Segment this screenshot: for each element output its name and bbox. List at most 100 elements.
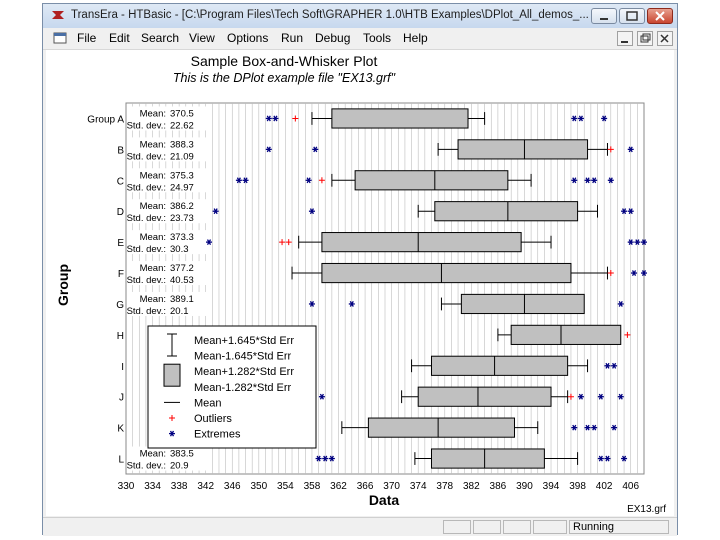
x-tick-label: 374 xyxy=(410,481,427,492)
minimize-icon xyxy=(600,18,608,20)
std-value: 20.1 xyxy=(170,306,189,317)
title-bar[interactable]: TransEra - HTBasic - [C:\Program Files\T… xyxy=(43,4,677,29)
x-tick-label: 334 xyxy=(144,481,161,492)
minimize-button[interactable] xyxy=(591,8,617,24)
box-whisker-chart: Sample Box-and-Whisker Plot This is the … xyxy=(55,53,666,515)
document-icon[interactable] xyxy=(53,32,67,44)
group-label: K xyxy=(117,424,124,435)
menu-file[interactable]: File xyxy=(77,31,97,45)
x-tick-label: 346 xyxy=(224,481,241,492)
x-tick-label: 350 xyxy=(250,481,267,492)
mean-value: 377.2 xyxy=(170,263,194,274)
chart-title: Sample Box-and-Whisker Plot xyxy=(191,53,378,69)
mean-label: Mean: xyxy=(140,263,166,274)
extreme-marker xyxy=(617,393,624,400)
std-value: 21.09 xyxy=(170,151,194,162)
menu-options[interactable]: Options xyxy=(227,31,269,45)
mean-value: 375.3 xyxy=(170,170,194,181)
htbasic-app-icon xyxy=(52,11,64,19)
mean-label: Mean: xyxy=(140,201,166,212)
legend-extreme-symbol xyxy=(169,430,175,437)
group-label: H xyxy=(117,331,124,342)
menu-search[interactable]: Search xyxy=(141,31,180,45)
stats-background xyxy=(128,261,206,286)
x-tick-label: 358 xyxy=(304,481,321,492)
group-label: J xyxy=(119,393,124,404)
extreme-marker xyxy=(627,146,634,153)
close-icon xyxy=(655,11,665,21)
maximize-button[interactable] xyxy=(619,8,645,24)
close-button[interactable] xyxy=(647,8,673,24)
std-label: Std. dev.: xyxy=(127,306,166,317)
std-value: 30.3 xyxy=(170,244,189,255)
std-label: Std. dev.: xyxy=(127,151,166,162)
extreme-marker xyxy=(265,146,272,153)
stats-background xyxy=(128,168,206,193)
group-label: Group A xyxy=(87,114,124,125)
mean-value: 386.2 xyxy=(170,201,194,212)
extreme-marker xyxy=(328,455,335,462)
mean-label: Mean: xyxy=(140,139,166,150)
menu-run[interactable]: Run xyxy=(281,31,304,45)
box xyxy=(354,170,509,191)
extreme-marker xyxy=(641,239,647,246)
extreme-marker xyxy=(272,115,279,122)
std-value: 24.97 xyxy=(170,182,194,193)
mdi-close-button[interactable] xyxy=(657,31,673,46)
extreme-marker xyxy=(617,301,624,307)
window-title: TransEra - HTBasic - [C:\Program Files\T… xyxy=(71,9,589,21)
mean-label: Mean: xyxy=(140,449,166,460)
plot-area: Sample Box-and-Whisker Plot This is the … xyxy=(46,50,674,516)
outlier-marker xyxy=(285,239,292,246)
std-label: Std. dev.: xyxy=(127,120,166,131)
outlier-marker xyxy=(567,393,574,400)
app-window: TransEra - HTBasic - [C:\Program Files\T… xyxy=(42,3,678,536)
status-cell xyxy=(569,520,669,534)
legend-entry-label: Mean+1.645*Std Err xyxy=(194,335,294,347)
extreme-marker xyxy=(206,239,213,246)
x-tick-label: 354 xyxy=(277,481,294,492)
x-axis-label: Data xyxy=(369,492,400,508)
extreme-marker xyxy=(577,115,584,122)
menu-bar: File Edit Search View Options Run Debug … xyxy=(43,28,677,50)
y-axis-label: Group xyxy=(55,264,71,306)
group-label: I xyxy=(121,362,124,373)
stats-background xyxy=(128,106,206,131)
extreme-marker xyxy=(305,177,312,184)
group-label: B xyxy=(117,145,124,156)
legend-entry-label: Mean-1.645*Std Err xyxy=(194,351,292,363)
extreme-marker xyxy=(631,270,638,276)
extreme-marker xyxy=(312,146,319,153)
menu-tools[interactable]: Tools xyxy=(363,31,392,45)
status-bar: Running xyxy=(43,517,677,536)
outlier-marker xyxy=(624,331,631,338)
extreme-marker xyxy=(584,177,591,184)
mean-label: Mean: xyxy=(140,232,166,243)
box xyxy=(417,386,552,407)
outlier-marker xyxy=(279,239,286,246)
x-tick-label: 370 xyxy=(383,481,400,492)
box xyxy=(367,417,515,438)
x-tick-label: 398 xyxy=(569,481,586,492)
minimize-icon xyxy=(621,41,628,43)
x-tick-label: 382 xyxy=(463,481,480,492)
std-value: 40.53 xyxy=(170,275,194,286)
box xyxy=(430,448,545,469)
x-tick-label: 406 xyxy=(622,481,639,492)
menu-debug[interactable]: Debug xyxy=(315,31,351,45)
status-cell xyxy=(473,520,501,534)
extreme-marker xyxy=(265,115,272,122)
x-tick-label: 362 xyxy=(330,481,347,492)
box xyxy=(457,139,589,160)
mdi-restore-button[interactable] xyxy=(637,31,653,46)
extreme-marker xyxy=(627,239,634,246)
menu-view[interactable]: View xyxy=(189,31,215,45)
menu-help[interactable]: Help xyxy=(403,31,428,45)
std-value: 23.73 xyxy=(170,213,194,224)
mdi-minimize-button[interactable] xyxy=(617,31,633,46)
legend-outlier-symbol xyxy=(169,415,175,421)
box xyxy=(331,108,469,129)
menu-edit[interactable]: Edit xyxy=(109,31,130,45)
x-tick-label: 342 xyxy=(197,481,214,492)
legend-entry-label: Outliers xyxy=(194,413,232,425)
